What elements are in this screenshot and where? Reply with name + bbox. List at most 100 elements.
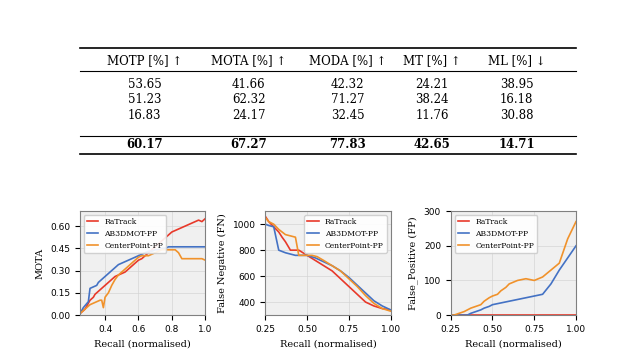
Text: MT [%] ↑: MT [%] ↑ [403,54,461,67]
CenterPoint-PP [145,253,152,258]
CenterPoint-PP [101,295,109,299]
AB3DMOT-PP [370,299,378,303]
RaTrack [131,261,139,265]
AB3DMOT-PP [141,251,149,255]
CenterPoint-PP [93,299,100,304]
CenterPoint-PP [308,253,316,257]
CenterPoint-PP [467,306,475,310]
AB3DMOT-PP [480,306,488,310]
AB3DMOT-PP [108,268,116,273]
Legend: RaTrack, AB3DMOT-PP, CenterPoint-PP: RaTrack, AB3DMOT-PP, CenterPoint-PP [304,215,387,253]
AB3DMOT-PP [295,253,303,257]
CenterPoint-PP [134,255,142,259]
AB3DMOT-PP [463,313,471,317]
CenterPoint-PP [502,285,509,290]
AB3DMOT-PP [460,313,468,317]
AB3DMOT-PP [287,252,294,256]
RaTrack [262,214,269,218]
RaTrack [125,267,132,271]
CenterPoint-PP [547,268,555,272]
RaTrack [287,248,294,252]
RaTrack [121,270,129,274]
AB3DMOT-PP [378,304,386,308]
CenterPoint-PP [191,257,199,261]
AB3DMOT-PP [161,246,169,250]
CenterPoint-PP [181,257,189,261]
CenterPoint-PP [522,276,530,281]
CenterPoint-PP [108,283,116,287]
Line: AB3DMOT-PP: AB3DMOT-PP [451,246,576,315]
CenterPoint-PP [275,227,283,232]
Y-axis label: False_Positive (FP): False_Positive (FP) [408,216,418,310]
CenterPoint-PP [104,291,112,295]
RaTrack [128,264,136,268]
AB3DMOT-PP [198,245,205,249]
RaTrack [108,277,116,281]
CenterPoint-PP [161,248,169,252]
CenterPoint-PP [292,235,300,239]
RaTrack [141,253,149,258]
AB3DMOT-PP [362,291,369,295]
CenterPoint-PP [455,311,463,315]
RaTrack [91,292,99,296]
CenterPoint-PP [198,257,205,261]
Text: 67.27: 67.27 [230,138,267,151]
AB3DMOT-PP [175,245,182,249]
AB3DMOT-PP [188,245,196,249]
CenterPoint-PP [278,230,286,234]
RaTrack [328,269,336,273]
RaTrack [378,307,386,311]
AB3DMOT-PP [485,304,493,309]
CenterPoint-PP [295,253,303,257]
RaTrack [278,235,286,239]
Text: 42.65: 42.65 [414,138,451,151]
Text: 38.24: 38.24 [415,93,449,106]
Legend: RaTrack, AB3DMOT-PP, CenterPoint-PP: RaTrack, AB3DMOT-PP, CenterPoint-PP [454,215,537,253]
Text: ML [%] ↓: ML [%] ↓ [488,54,545,67]
Text: MODA [%] ↑: MODA [%] ↑ [309,54,387,67]
AB3DMOT-PP [506,299,513,303]
AB3DMOT-PP [111,266,119,270]
CenterPoint-PP [125,264,132,268]
Text: 38.95: 38.95 [500,78,533,91]
AB3DMOT-PP [265,223,273,228]
RaTrack [101,283,109,287]
AB3DMOT-PP [195,245,202,249]
AB3DMOT-PP [556,268,563,272]
CenterPoint-PP [362,293,369,298]
Text: 62.32: 62.32 [232,93,266,106]
RaTrack [312,258,319,263]
RaTrack [86,298,94,302]
CenterPoint-PP [265,219,273,224]
CenterPoint-PP [138,253,146,258]
AB3DMOT-PP [328,264,336,268]
CenterPoint-PP [514,278,522,282]
RaTrack [134,258,142,262]
RaTrack [96,288,104,292]
Text: 60.17: 60.17 [126,138,163,151]
RaTrack [292,248,300,252]
Text: 24.17: 24.17 [232,109,266,122]
RaTrack [175,227,182,231]
AB3DMOT-PP [84,299,92,304]
RaTrack [90,295,97,299]
AB3DMOT-PP [262,222,269,226]
CenterPoint-PP [76,312,84,316]
CenterPoint-PP [539,275,547,279]
RaTrack [138,257,146,261]
AB3DMOT-PP [202,245,209,249]
CenterPoint-PP [460,309,468,314]
CenterPoint-PP [121,267,129,271]
CenterPoint-PP [86,303,94,307]
CenterPoint-PP [463,308,471,312]
CenterPoint-PP [164,248,172,252]
AB3DMOT-PP [138,252,146,256]
CenterPoint-PP [447,313,454,317]
AB3DMOT-PP [572,244,580,248]
Text: 16.83: 16.83 [128,109,161,122]
Text: 41.66: 41.66 [232,78,266,91]
RaTrack [76,312,84,316]
CenterPoint-PP [90,301,97,305]
RaTrack [178,225,186,230]
Text: 14.71: 14.71 [498,138,535,151]
